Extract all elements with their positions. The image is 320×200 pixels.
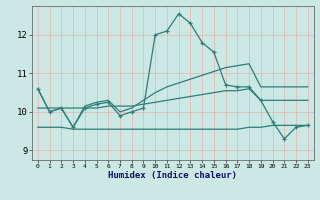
X-axis label: Humidex (Indice chaleur): Humidex (Indice chaleur)	[108, 171, 237, 180]
